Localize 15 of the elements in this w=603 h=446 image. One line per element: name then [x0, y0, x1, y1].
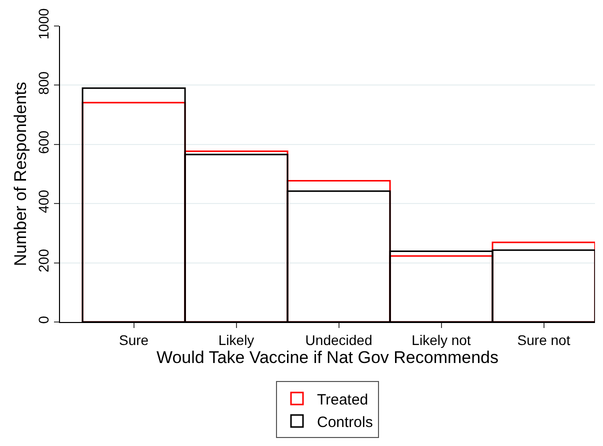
x-axis-title: Would Take Vaccine if Nat Gov Recommends [156, 348, 499, 367]
y-axis-title: Number of Respondents [10, 82, 30, 266]
legend-label: Controls [317, 414, 373, 431]
x-tick-label: Sure not [517, 332, 570, 348]
x-tick-label: Likely not [412, 332, 471, 348]
x-tick-label: Sure [119, 332, 149, 348]
x-tick-label: Undecided [305, 332, 372, 348]
x-tick-label: Likely [218, 332, 254, 348]
y-tick-label: 600 [35, 130, 52, 154]
legend-label: Treated [317, 391, 368, 408]
y-tick-label: 400 [35, 190, 52, 214]
y-tick-label: 800 [35, 71, 52, 95]
y-tick-label: 200 [35, 248, 52, 272]
y-tick-label: 1000 [35, 8, 52, 40]
y-tick-label: 0 [35, 316, 52, 324]
